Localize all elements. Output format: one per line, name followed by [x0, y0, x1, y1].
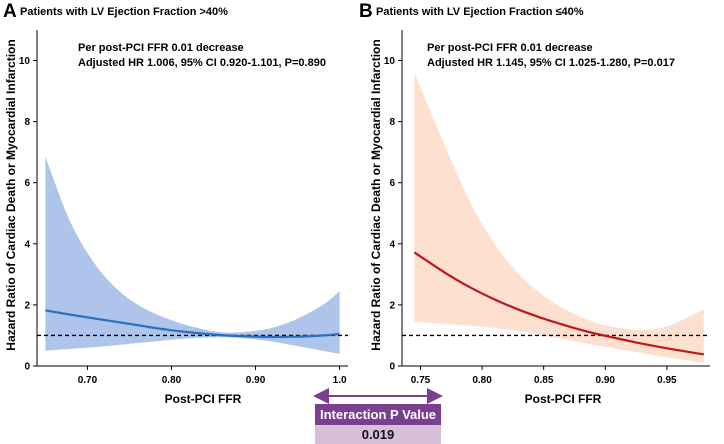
x-tick-label: 0.80	[472, 375, 492, 386]
panel-a-y-axis-label: Hazard Ratio of Cardiac Death or Myocard…	[4, 39, 18, 350]
y-tick-label: 2	[389, 300, 395, 311]
x-tick-label: 0.75	[411, 375, 431, 386]
panel-b-y-axis-label: Hazard Ratio of Cardiac Death or Myocard…	[369, 39, 383, 350]
panel-a-title: Patients with LV Ejection Fraction >40%	[20, 6, 228, 18]
x-tick-label: 0.70	[78, 375, 98, 386]
panel-a-x-axis-label: Post-PCI FFR	[165, 392, 242, 406]
x-tick-label: 0.90	[246, 375, 266, 386]
y-tick-label: 8	[24, 117, 30, 128]
x-tick-label: 0.90	[596, 375, 616, 386]
panel-b-confidence-band	[414, 72, 704, 363]
panel-b-x-axis-label: Post-PCI FFR	[525, 392, 602, 406]
y-tick-label: 0	[389, 362, 395, 373]
interaction-box: Interaction P Value 0.019	[315, 404, 441, 444]
panel-a-letter: A	[3, 1, 17, 22]
y-tick-label: 6	[24, 178, 30, 189]
panel-a-hr-curve	[45, 309, 340, 339]
panel-a-annotation-line2: Adjusted HR 1.006, 95% CI 0.920-1.101, P…	[78, 57, 326, 69]
x-tick-label: 1.0	[333, 375, 347, 386]
x-tick-label: 0.95	[657, 375, 677, 386]
panel-a-confidence-band	[45, 156, 340, 354]
y-tick-label: 4	[389, 239, 395, 250]
panel-a-annotation-line1: Per post-PCI FFR 0.01 decrease	[78, 42, 244, 54]
x-tick-label: 0.85	[534, 375, 554, 386]
interaction-p-value: 0.019	[315, 425, 441, 444]
panel-b-title: Patients with LV Ejection Fraction ≤40%	[376, 6, 584, 18]
y-tick-label: 6	[389, 178, 395, 189]
panel-b-annotation-line2: Adjusted HR 1.145, 95% CI 1.025-1.280, P…	[427, 57, 675, 69]
panel-a-axes: 0 2 4 6 8 10 0.70 0.80 0.90 1.0	[19, 30, 348, 386]
y-tick-label: 10	[384, 56, 396, 67]
y-tick-label: 10	[19, 56, 31, 67]
y-tick-label: 0	[24, 362, 30, 373]
y-tick-label: 2	[24, 300, 30, 311]
panel-a: A Patients with LV Ejection Fraction >40…	[3, 1, 348, 406]
panel-b: B Patients with LV Ejection Fraction ≤40…	[359, 1, 710, 406]
panel-b-letter: B	[359, 1, 373, 22]
y-tick-label: 8	[389, 117, 395, 128]
y-tick-label: 4	[24, 239, 30, 250]
panel-b-annotation-line1: Per post-PCI FFR 0.01 decrease	[427, 42, 593, 54]
interaction-label: Interaction P Value	[315, 404, 441, 425]
panel-b-axes: 0 2 4 6 8 10 0.75 0.80 0.85 0.90 0.95	[384, 30, 710, 386]
panel-b-hr-curve	[413, 251, 704, 356]
x-tick-label: 0.80	[162, 375, 182, 386]
